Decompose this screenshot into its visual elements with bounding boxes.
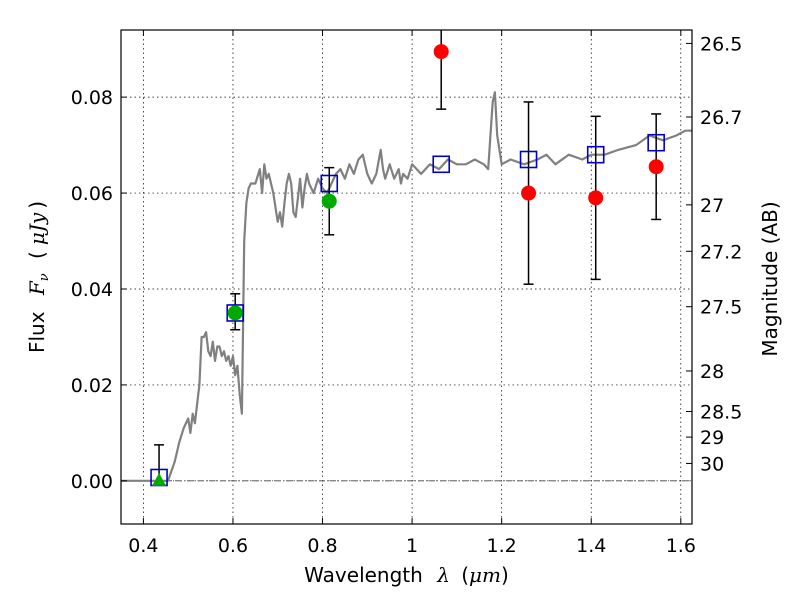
red-circle-marker [648, 159, 664, 175]
plot-area [121, 30, 692, 487]
y-tick-label: 0.00 [71, 471, 113, 493]
x-axis-label-unit-open: ( [461, 563, 469, 587]
y-axis-label-subscript: ν [37, 273, 52, 281]
red-circle-marker [433, 44, 449, 60]
right-tick-label: 26.5 [700, 33, 742, 55]
y-tick-label: 0.04 [71, 279, 113, 301]
right-tick-label: 27.2 [700, 241, 742, 263]
x-axis-label-unit: μm [469, 563, 501, 587]
y-axis-label-symbol: F [25, 280, 49, 296]
x-tick-label: 1.4 [576, 535, 606, 557]
y-tick-label: 0.08 [71, 87, 113, 109]
x-tick-label: 1.6 [666, 535, 696, 557]
x-tick-label: 1.2 [487, 535, 517, 557]
x-tick-label: 0.8 [307, 535, 337, 557]
ticks: 0.4 0.6 0.8 1 1.2 1.4 1.6 0.00 0.02 0.04 0.06 0.08 2… [71, 30, 742, 557]
model-square-marker [320, 174, 339, 193]
y-axis-label-unit-open: ( [25, 251, 49, 259]
y-axis-label: Flux Fν ( μJy) [25, 201, 53, 353]
green-circle-marker [321, 193, 337, 209]
grid [121, 30, 692, 524]
y-axis-label-unit-close: ) [25, 201, 49, 209]
right-tick-label: 27 [700, 195, 724, 217]
right-tick-label: 29 [700, 427, 724, 449]
y-tick-label: 0.06 [71, 183, 113, 205]
right-tick-label: 30 [700, 453, 724, 475]
green-circle-marker [227, 305, 243, 321]
model-square-marker [432, 155, 451, 174]
y-axis-label-unit: μJy [25, 212, 49, 245]
x-axis-label: Wavelength λ (μm) [304, 563, 509, 587]
x-axis-label-unit-close: ) [501, 563, 509, 587]
red-circle-marker [521, 185, 537, 201]
model-square-marker [586, 145, 605, 164]
red-circle-marker [588, 190, 604, 206]
x-axis-label-text: Wavelength [304, 563, 423, 587]
green-triangle-marker [152, 472, 167, 486]
right-tick-label: 28.5 [700, 402, 742, 424]
model-square-marker [647, 133, 665, 152]
x-tick-label: 0.4 [128, 535, 158, 557]
model-spectrum-line [121, 91, 692, 482]
x-tick-label: 0.6 [218, 535, 248, 557]
right-axis-label: Magnitude (AB) [758, 201, 782, 356]
x-tick-label: 1 [406, 535, 418, 557]
x-axis-label-symbol: λ [436, 563, 450, 587]
right-tick-label: 27.5 [700, 297, 742, 319]
right-tick-label: 28 [700, 361, 724, 383]
model-square-marker [226, 304, 244, 322]
plot-frame [120, 29, 693, 525]
model-square-marker [519, 150, 538, 169]
y-axis-label-text: Flux [25, 311, 49, 353]
right-tick-label: 26.7 [700, 107, 742, 129]
y-tick-label: 0.02 [71, 375, 113, 397]
